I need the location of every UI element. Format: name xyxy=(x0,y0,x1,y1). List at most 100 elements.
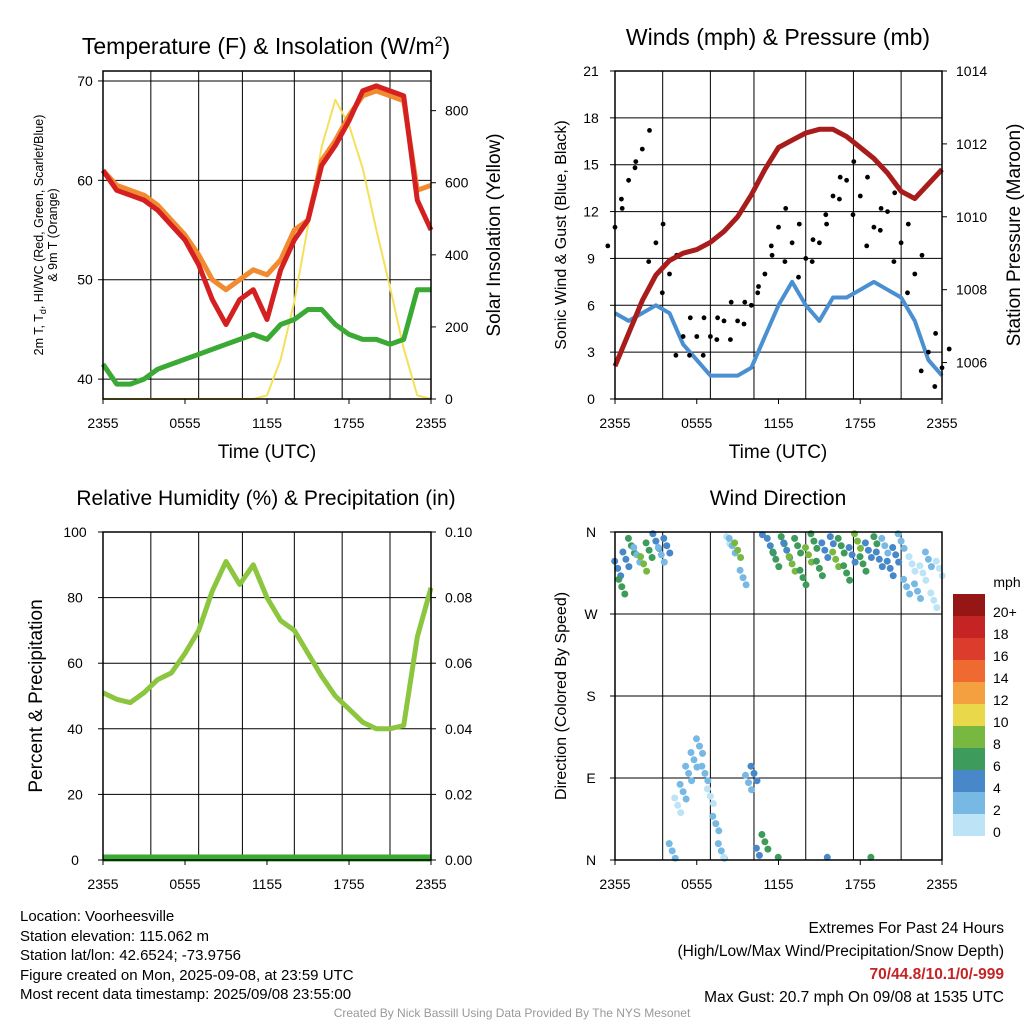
direction-point xyxy=(892,551,900,559)
y-tick-label: 60 xyxy=(77,172,93,188)
direction-point xyxy=(753,777,761,785)
direction-point xyxy=(927,589,935,597)
y2-tick-label: 0.04 xyxy=(445,721,472,737)
winds-panel: Winds (mph) & Pressure (mb) 2355 0555 1155… xyxy=(553,24,1024,463)
x-tick-label: 2355 xyxy=(87,415,118,431)
series-2m-t xyxy=(100,83,434,327)
direction-point xyxy=(682,795,690,803)
y-tick-label: 20 xyxy=(67,786,83,802)
direction-point xyxy=(618,583,626,591)
gust-point xyxy=(837,196,842,202)
direction-point xyxy=(873,540,881,548)
direction-point xyxy=(840,562,848,570)
direction-point xyxy=(864,546,872,554)
gust-point xyxy=(817,240,822,246)
direction-point xyxy=(872,548,880,556)
direction-point xyxy=(856,553,864,561)
direction-point xyxy=(878,563,886,571)
x-tick-label: 1155 xyxy=(252,876,282,892)
direction-point xyxy=(640,560,648,568)
x-tick-label: 1755 xyxy=(333,876,364,892)
legend-swatch xyxy=(953,726,985,748)
direction-point xyxy=(701,769,709,777)
direction-point xyxy=(875,555,883,563)
gust-point xyxy=(714,337,720,342)
legend-label: 20+ xyxy=(993,604,1017,620)
x-tick-label: 1755 xyxy=(333,415,364,431)
legend-label: 6 xyxy=(993,758,1001,774)
direction-point xyxy=(739,574,747,582)
temperature-title: Temperature (F) & Insolation (W/m2) xyxy=(82,33,450,59)
temperature-ylabel-line2: & 9m T (Orange) xyxy=(46,188,60,281)
y-tick-label: 15 xyxy=(583,157,599,173)
direction-point xyxy=(829,548,837,556)
legend-swatch xyxy=(953,660,985,682)
gust-point xyxy=(783,206,789,211)
gust-point xyxy=(694,334,700,339)
gust-point xyxy=(933,331,938,336)
direction-point xyxy=(654,544,662,551)
direction-point xyxy=(826,533,834,541)
x-tick-label: 1155 xyxy=(763,415,793,431)
direction-point xyxy=(815,564,823,572)
gust-point xyxy=(926,349,931,355)
direction-point xyxy=(818,539,826,547)
direction-point xyxy=(799,574,807,582)
direction-point xyxy=(698,762,706,770)
gust-point xyxy=(830,193,836,199)
y2-tick-label: 600 xyxy=(445,175,469,191)
direction-point xyxy=(900,575,908,583)
gust-point xyxy=(823,212,829,218)
direction-point xyxy=(660,558,668,566)
direction-point xyxy=(867,554,875,561)
x-tick-label: 0555 xyxy=(169,876,200,892)
y-tick-label: 3 xyxy=(587,344,595,360)
gust-point xyxy=(632,165,638,171)
direction-point xyxy=(906,590,914,598)
legend-swatch xyxy=(953,748,985,770)
direction-point xyxy=(870,533,878,541)
x-tick-label: 0555 xyxy=(681,876,712,892)
direction-point xyxy=(802,581,810,589)
direction-point xyxy=(840,549,848,557)
y-tick-label: 0 xyxy=(587,391,595,407)
direction-point xyxy=(731,539,739,547)
series-solar xyxy=(103,98,432,400)
max-gust: Max Gust: 20.7 mph On 09/08 at 1535 UTC xyxy=(704,989,1004,1006)
direction-point xyxy=(742,771,749,779)
station-info: Location: Voorheesville Station elevatio… xyxy=(20,907,354,1005)
gust-point xyxy=(728,299,734,305)
direction-point xyxy=(821,546,829,554)
direction-point xyxy=(688,777,696,785)
direction-point xyxy=(886,564,894,572)
gust-point xyxy=(659,290,665,296)
y-tick-label: N xyxy=(586,524,596,540)
legend-swatch xyxy=(953,594,985,616)
direction-point xyxy=(848,551,856,559)
direction-point xyxy=(837,542,845,550)
direction-point xyxy=(900,544,908,552)
direction-point xyxy=(813,544,821,552)
direction-point xyxy=(777,533,785,541)
direction-point xyxy=(704,777,712,785)
direction-point xyxy=(709,800,717,807)
y-tick-label: E xyxy=(586,770,595,786)
direction-point xyxy=(845,544,853,551)
direction-point xyxy=(788,560,796,568)
direction-point xyxy=(895,558,903,566)
direction-point xyxy=(911,580,918,588)
gust-point xyxy=(912,271,918,277)
direction-point xyxy=(780,539,788,547)
y2-tick-label: 0 xyxy=(445,391,453,407)
y-tick-label: 18 xyxy=(583,110,599,126)
direction-point xyxy=(884,549,892,557)
direction-point xyxy=(763,534,771,542)
gust-point xyxy=(768,243,774,249)
gust-point xyxy=(857,193,863,199)
direction-point xyxy=(755,851,763,859)
gust-point xyxy=(946,346,952,352)
legend-label: 8 xyxy=(993,736,1001,752)
gust-point xyxy=(667,271,672,277)
series-pressure xyxy=(612,126,944,368)
